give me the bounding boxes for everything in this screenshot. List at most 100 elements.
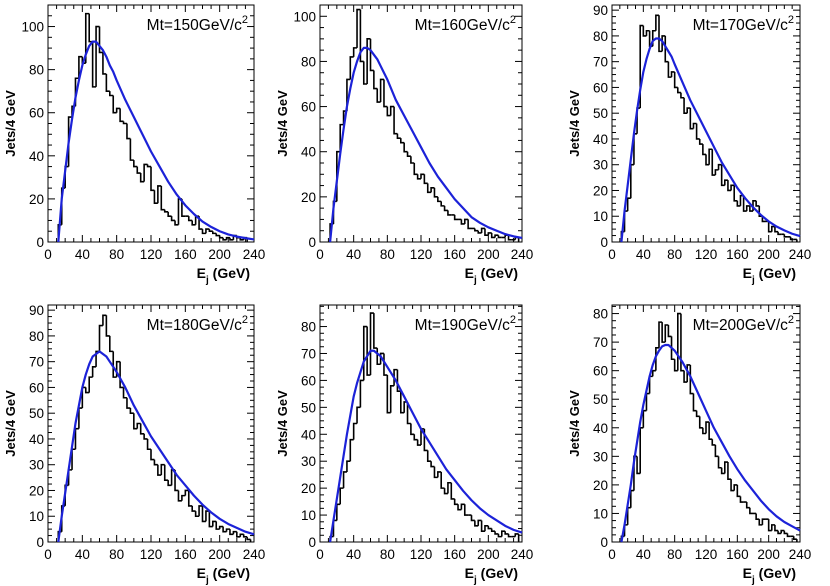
histogram-bin [733,484,738,491]
y-tick-label: 100 [293,9,316,24]
histogram-bin [160,185,165,211]
y-tick-label: 90 [593,3,608,18]
histogram-bin [673,71,678,89]
histogram-bin [225,528,230,532]
histogram-bin [205,228,210,234]
histogram-bin [352,422,358,440]
y-tick-label: 80 [29,329,44,344]
histogram-bin [714,444,719,458]
histogram-bin [163,209,169,213]
histogram-bin [777,530,782,535]
y-tick-label: 30 [301,454,316,469]
histogram-bin [78,407,83,429]
histogram-bin [181,198,186,217]
x-tick-label: 200 [757,547,780,562]
y-tick-label: 90 [29,303,44,318]
histogram-bin [705,421,710,434]
x-axis-label-sub: j [751,575,755,586]
histogram-bin [396,369,401,392]
x-tick-label: 40 [346,547,361,562]
histogram-bin [342,471,347,489]
y-tick-label: 40 [301,427,316,442]
chart-title-text: Mt=160GeV/c [415,17,510,34]
histogram-bin [497,235,502,239]
histogram-bin [98,324,103,352]
histogram-bin [416,439,421,446]
y-tick-label: 70 [593,335,608,350]
histogram-bin [767,221,772,233]
x-tick-label: 0 [44,547,52,562]
y-axis-label: Jets/4 GeV [275,390,290,457]
histogram-bin [339,487,344,505]
x-tick-label: 80 [380,247,395,262]
histogram-bin [440,201,445,207]
histogram-bin [71,448,76,470]
x-axis-label-main: E [743,265,752,281]
histogram-bin [349,438,354,462]
histogram-bin [736,484,741,498]
chart-panel-1: 0 40 80 120 160 200 240 0 20 40 60 80 100 Mt=150GeV/c… [3,4,265,286]
x-axis-label-main: E [743,565,752,581]
histogram-bin [410,423,415,436]
histogram-bin [771,524,775,531]
x-tick-label: 40 [636,247,651,262]
y-tick-label: 10 [593,209,608,224]
histogram-bin [494,234,499,238]
x-tick-label: 160 [443,247,466,262]
chart-title-sup: 2 [510,14,516,26]
histogram-bin [467,219,472,230]
histogram-bin [236,531,241,538]
histogram-bin [426,183,432,194]
x-tick-label: 120 [695,547,718,562]
histogram-bin [658,321,663,348]
histogram-bin [150,166,155,192]
histogram-bin [222,237,227,241]
chart-panel-3: 0 40 80 120 160 200 240 0 10 20 30 40 50 60 70 80 90 Mt=1… [567,3,811,286]
x-axis-label-sub: j [473,275,477,286]
histogram-bin [163,464,169,481]
chart-panel-5: 0 40 80 120 160 200 240 0 10 20 30 40 50 60 70 80 Mt=190… [275,304,533,586]
y-tick-label: 20 [593,183,608,198]
x-tick-label: 80 [109,547,124,562]
histogram-bin [702,144,706,156]
y-tick-label: 40 [593,132,608,147]
histogram-bin [201,505,206,523]
histogram-bin [430,187,435,193]
histogram-bin [403,142,408,153]
histogram-bin [139,173,145,183]
histogram-bin [400,391,405,414]
histogram-bin [208,511,213,528]
histogram-bin [84,12,90,64]
histogram-bin [112,351,117,378]
x-tick-label: 160 [174,547,197,562]
histogram-bin [453,498,459,506]
histogram-bin [711,439,716,446]
histogram-bin [477,519,482,526]
histogram-bin [677,312,681,371]
x-tick-label: 0 [608,247,616,262]
histogram-bin [386,375,391,414]
chart-title-text: Mt=190GeV/c [415,317,510,334]
histogram-bin [670,71,675,78]
chart-panel-6: 0 40 80 120 160 200 240 0 10 20 30 40 50 60 70 80 Mt=200… [567,304,812,586]
histogram-bin [774,524,779,532]
x-tick-label: 80 [380,547,395,562]
histogram-bin [645,29,650,36]
fit-curve [57,350,255,543]
histogram-bin [426,450,432,463]
histogram-bin [484,525,489,532]
histogram-bin [749,507,753,515]
histogram-bin [777,231,782,236]
histogram-bin [167,480,172,487]
histogram-bin [212,520,217,527]
chart-title-text: Mt=170GeV/c [693,17,788,34]
histogram-bin [423,174,428,185]
histogram-bin [670,336,675,361]
histogram-bin [727,180,732,192]
histogram-bin [109,91,114,97]
x-tick-label: 160 [726,247,749,262]
histogram-bin [642,409,647,428]
histogram-bin [78,55,83,79]
histogram-bin [447,481,452,494]
x-tick-label: 240 [789,547,812,562]
